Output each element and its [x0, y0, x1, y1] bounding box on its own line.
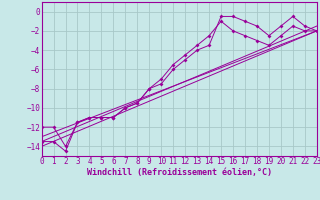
X-axis label: Windchill (Refroidissement éolien,°C): Windchill (Refroidissement éolien,°C): [87, 168, 272, 177]
